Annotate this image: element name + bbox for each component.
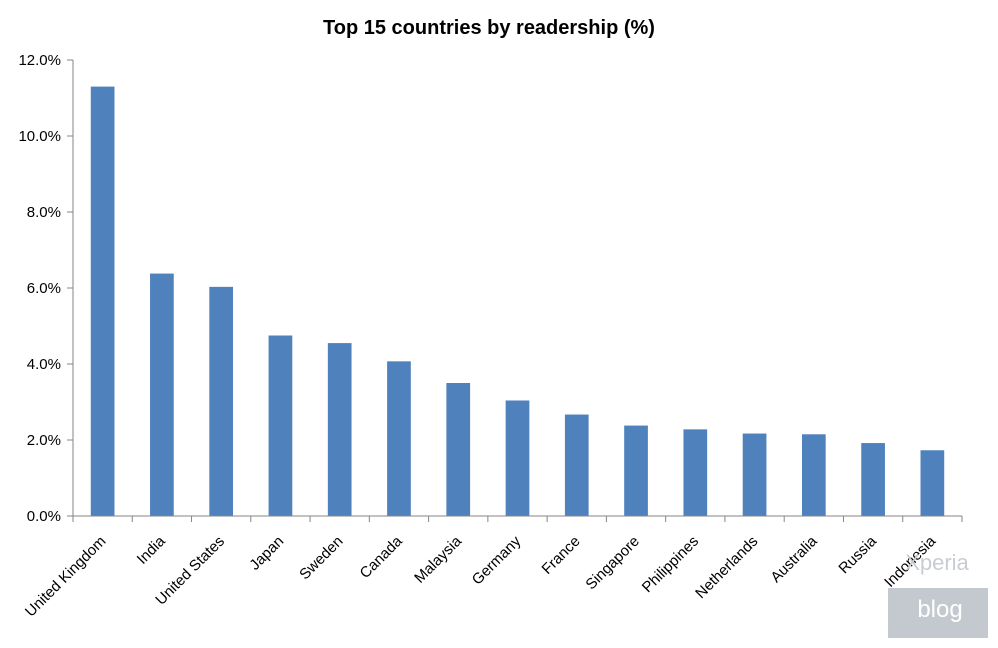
x-tick-label: Japan: [246, 533, 287, 574]
x-tick-label: Malaysia: [411, 532, 465, 586]
y-tick-label: 2.0%: [27, 432, 61, 449]
watermark-bottom-text: blog: [917, 596, 962, 623]
chart-title: Top 15 countries by readership (%): [323, 17, 655, 39]
x-tick-label: Philippines: [639, 533, 702, 596]
y-tick-label: 10.0%: [18, 128, 61, 145]
x-tick-label: Sweden: [296, 533, 346, 583]
bar: [446, 383, 471, 516]
bar: [683, 429, 708, 516]
bar: [505, 400, 530, 516]
x-tick-label: France: [539, 533, 584, 578]
bar: [268, 335, 293, 516]
y-tick-label: 6.0%: [27, 280, 61, 297]
bar: [209, 286, 234, 516]
bar: [742, 433, 767, 516]
bar: [150, 273, 174, 516]
y-tick-label: 8.0%: [27, 204, 61, 221]
watermark-top-text: Xperia: [905, 550, 969, 575]
bar: [624, 425, 648, 516]
x-tick-label: Canada: [357, 532, 407, 582]
y-axis: 0.0% 2.0% 4.0% 6.0% 8.0% 10.0% 12.0%: [18, 52, 74, 525]
x-tick-label: Netherlands: [692, 533, 761, 602]
y-tick-label: 12.0%: [18, 52, 61, 69]
bars: [90, 86, 945, 516]
x-axis: [72, 515, 963, 522]
x-tick-label: Russia: [835, 532, 880, 577]
x-tick-label: Singapore: [582, 533, 642, 593]
bar: [90, 86, 115, 516]
bar: [920, 450, 945, 516]
bar: [387, 361, 411, 516]
bar: [564, 414, 589, 516]
bar: [861, 443, 885, 516]
x-tick-label: Germany: [469, 532, 525, 588]
watermark-box: [888, 588, 988, 638]
y-tick-label: 4.0%: [27, 356, 61, 373]
x-tick-label: United Kingdom: [22, 533, 109, 620]
bar: [801, 434, 826, 516]
watermark: Xperia blog: [888, 550, 988, 638]
x-tick-label: India: [134, 532, 169, 567]
bar: [327, 343, 352, 516]
x-tick-label: Australia: [767, 532, 821, 586]
y-tick-label: 0.0%: [27, 508, 61, 525]
